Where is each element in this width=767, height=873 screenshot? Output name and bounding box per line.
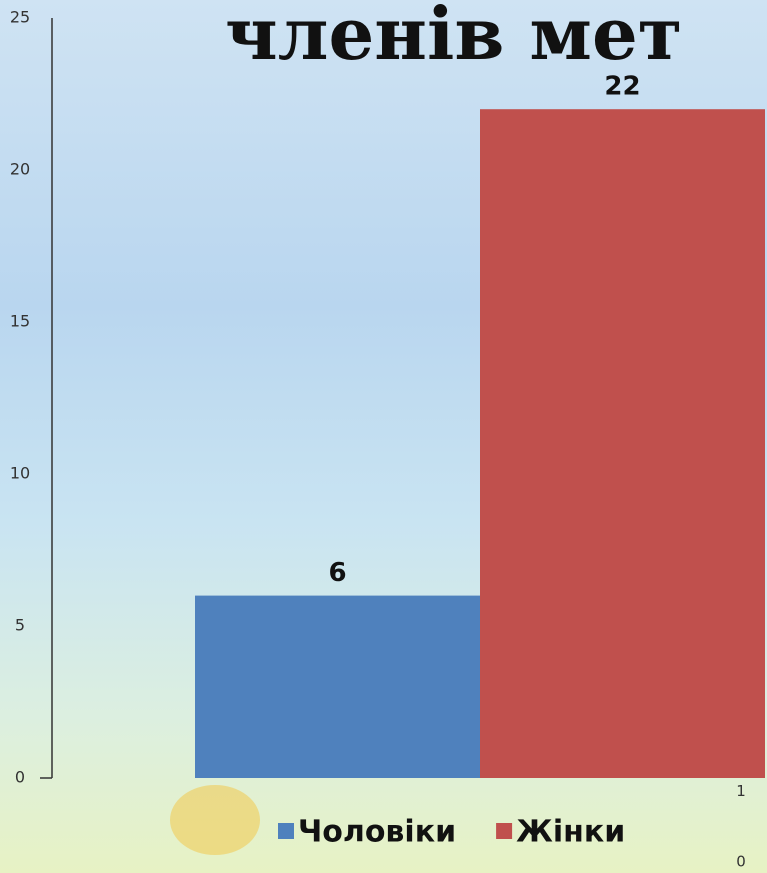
y-tick-label: 10 (10, 464, 30, 483)
y-tick-label: 25 (10, 8, 30, 27)
y-tick-label: 0 (15, 768, 25, 787)
y2-tick-label: 1 (736, 782, 746, 800)
flower-decoration (170, 785, 260, 855)
y-tick-label: 5 (15, 616, 25, 635)
y-tick-label: 20 (10, 160, 30, 179)
legend-swatch (278, 823, 294, 839)
bar (480, 109, 765, 778)
bar (195, 595, 480, 778)
data-label: 22 (604, 72, 640, 102)
legend-label: Чоловіки (298, 815, 456, 850)
data-label: 6 (328, 558, 346, 588)
y-tick-label: 15 (10, 312, 30, 331)
legend-label: Жінки (516, 815, 625, 850)
chart-title: членів мет (225, 0, 682, 76)
y2-tick-label: 0 (736, 853, 746, 871)
legend-swatch (496, 823, 513, 839)
